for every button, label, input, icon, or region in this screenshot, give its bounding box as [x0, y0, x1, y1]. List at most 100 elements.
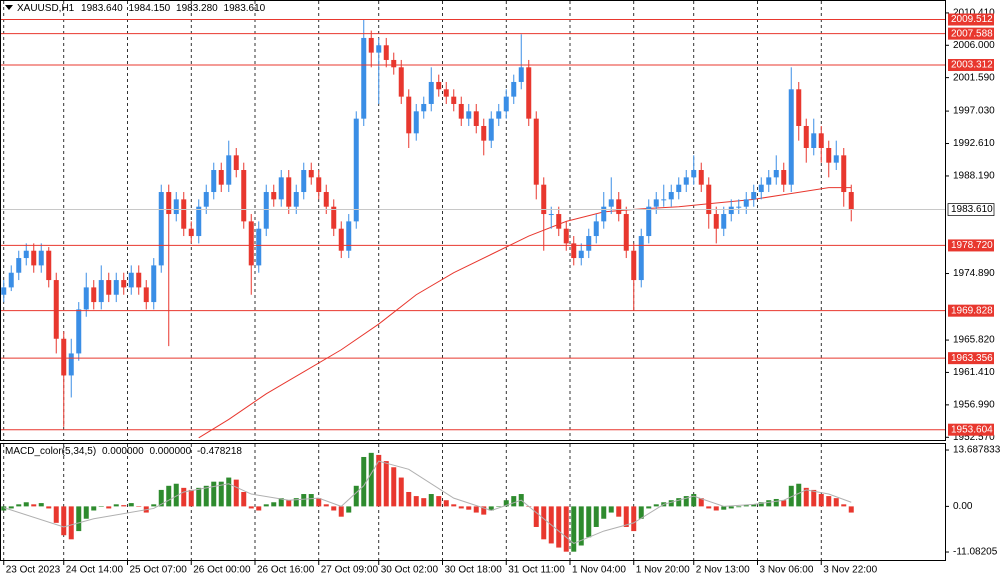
macd-readout: -0.478218 [197, 446, 242, 457]
menu-arrow[interactable] [5, 5, 13, 10]
y-tick-label: 1965.820 [953, 335, 995, 346]
macd-bar [256, 506, 262, 511]
candle-body [38, 250, 44, 266]
macd-bar [106, 506, 112, 509]
candle-body [188, 228, 194, 237]
candle-body [391, 59, 397, 68]
macd-bar [638, 506, 644, 519]
macd-bar [151, 504, 157, 507]
candle-body [383, 45, 389, 60]
x-tick-label: 24 Oct 14:00 [66, 565, 124, 576]
candle-body [166, 192, 172, 215]
macd-bar [571, 506, 577, 552]
candle-body [848, 192, 854, 210]
macd-readout: 0.000000 [149, 446, 191, 457]
candle-body [346, 221, 352, 251]
candle-body [413, 111, 419, 134]
macd-bar [653, 504, 659, 507]
candle-body [653, 199, 659, 207]
macd-bar [473, 506, 479, 513]
candle-body [563, 228, 569, 244]
y-tick-label: 1961.410 [953, 367, 995, 378]
macd-bar [173, 483, 179, 507]
macd-readout: 0.000000 [102, 446, 144, 457]
macd-bar [818, 494, 824, 507]
candle-body [443, 89, 449, 97]
macd-bar [586, 506, 592, 538]
candle-body [361, 37, 367, 119]
level-tag [948, 59, 994, 72]
macd-bar [706, 506, 712, 509]
candle-body [368, 37, 374, 53]
macd-bar [803, 487, 809, 507]
macd-bar [121, 505, 127, 507]
macd-bar [91, 506, 97, 511]
candle-body [706, 184, 712, 215]
macd-bar [683, 496, 689, 507]
macd-bar [286, 500, 292, 507]
price-header: XAUUSD,H1 1983.640 1984.150 1983.280 198… [17, 3, 266, 14]
candle-body [788, 89, 794, 185]
macd-bar [458, 506, 464, 509]
macd-bar [376, 454, 382, 507]
macd-bar [391, 467, 397, 507]
candle-body [713, 214, 719, 229]
macd-panel [0, 443, 946, 561]
macd-bar [76, 506, 82, 532]
macd-bar [503, 500, 509, 507]
signal-line [3, 460, 852, 545]
candle-body [488, 118, 494, 141]
candle-body [173, 199, 179, 215]
candle-body [136, 272, 142, 288]
macd-bar [481, 506, 487, 515]
candle-body [473, 111, 479, 126]
candle-body [113, 280, 119, 295]
candle-body [668, 192, 674, 200]
level-tag [948, 423, 994, 436]
candle-body [586, 236, 592, 251]
macd-header: MACD_color(5,34,5) 0.000000 0.000000 -0.… [5, 446, 242, 457]
candle-body [256, 228, 262, 266]
candle-body [151, 265, 157, 303]
candle-body [263, 192, 269, 229]
macd-bar [16, 504, 22, 507]
macd-bar [698, 498, 704, 507]
y-tick-label: 2006.000 [953, 40, 995, 51]
candle-body [316, 177, 322, 193]
candle-body [331, 206, 337, 229]
x-tick-label: 3 Nov 06:00 [760, 565, 814, 576]
macd-bar [316, 498, 322, 507]
candle-body [803, 125, 809, 148]
candle-body [578, 250, 584, 259]
candle-body [556, 214, 562, 229]
candle-body [496, 111, 502, 119]
x-tick-label: 23 Oct 2023 [6, 565, 61, 576]
candle-body [518, 67, 524, 82]
candle-body [773, 170, 779, 178]
candle-body [841, 155, 847, 193]
macd-title: MACD_color(5,34,5) [5, 446, 96, 457]
macd-bar [443, 500, 449, 507]
x-tick-label: 3 Nov 22:00 [823, 565, 877, 576]
macd-bar [676, 498, 682, 507]
candle-body [1, 287, 7, 295]
macd-bar [616, 506, 622, 517]
macd-bar [98, 506, 104, 507]
candle-body [83, 287, 89, 310]
macd-bar [773, 498, 779, 507]
high: 1984.150 [129, 3, 171, 14]
y-tick-label: -11.08205 [953, 547, 998, 558]
macd-bar [488, 506, 494, 511]
macd-bar [406, 491, 412, 507]
candle-body [428, 81, 434, 104]
y-tick-label: 1974.890 [953, 268, 995, 279]
macd-bar [533, 506, 539, 527]
macd-bar [451, 504, 457, 507]
candle-body [421, 103, 427, 112]
level-label: 2007.588 [951, 28, 993, 39]
candle-body [323, 192, 329, 207]
macd-bar [53, 506, 59, 523]
level-tag [948, 239, 994, 252]
